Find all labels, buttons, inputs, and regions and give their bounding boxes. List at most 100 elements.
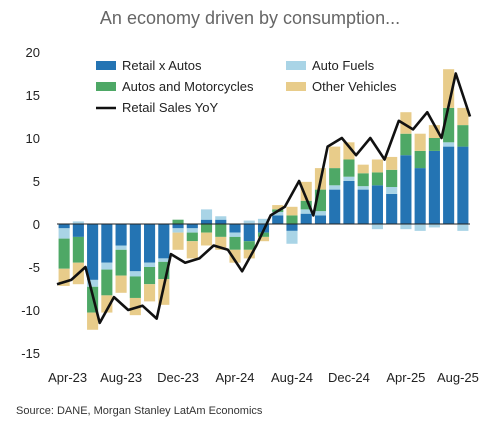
bar-segment (357, 164, 369, 174)
bar-segment (314, 215, 327, 224)
legend-swatch (96, 82, 116, 91)
y-tick-label: 0 (33, 217, 40, 232)
x-tick-label: Aug-24 (271, 370, 313, 385)
bar-segment (443, 146, 455, 224)
y-tick-label: 20 (26, 45, 40, 60)
bar-segment (343, 159, 355, 177)
bar-segment (144, 267, 156, 285)
bar-segment (87, 224, 99, 280)
bar-segment (158, 224, 170, 259)
bar-segment (457, 125, 469, 147)
y-tick-label: 10 (26, 131, 40, 146)
bar-segment (158, 258, 170, 262)
bar-segment (300, 209, 312, 214)
bar-segment (87, 312, 99, 330)
bar-segment (314, 189, 327, 212)
bar-segment (329, 146, 341, 169)
bar-segment (186, 241, 198, 259)
y-tick-label: 15 (26, 88, 40, 103)
bar-segment (357, 189, 369, 224)
bar-segment (443, 69, 455, 108)
bars-layer (58, 69, 469, 330)
bar-segment (400, 155, 412, 224)
bar-segment (357, 186, 369, 190)
bar-segment (101, 224, 113, 263)
bar-segment (115, 224, 127, 246)
bar-segment (257, 218, 270, 224)
bar-segment (371, 224, 383, 230)
bar-segment (158, 261, 170, 280)
bar-segment (286, 224, 298, 231)
bar-segment (186, 224, 198, 229)
bar-segment (129, 224, 141, 272)
bar-segment (329, 185, 341, 190)
legend: Retail x Autos Auto Fuels Autos and Motorc… (96, 58, 397, 115)
bar-segment (172, 219, 184, 224)
bar-segment (343, 181, 355, 224)
bar-segment (386, 156, 398, 170)
bar-segment (243, 241, 255, 250)
legend-swatch (96, 61, 116, 70)
bar-segment (144, 262, 156, 267)
bar-segment (186, 232, 198, 242)
bar-segment (457, 146, 469, 224)
bar-segment (243, 220, 255, 224)
bar-segment (101, 262, 113, 270)
bar-segment (414, 150, 426, 169)
bar-segment (286, 215, 298, 224)
bar-segment (428, 150, 440, 224)
legend-label: Autos and Motorcycles (122, 79, 254, 94)
bar-segment (229, 232, 241, 237)
bar-segment (172, 224, 184, 229)
bar-segment (215, 236, 227, 250)
y-tick-label: -5 (28, 260, 40, 275)
bar-segment (443, 107, 455, 143)
bar-segment (229, 249, 241, 263)
bar-segment (386, 187, 398, 194)
bar-segment (286, 206, 298, 216)
bar-segment (115, 245, 127, 250)
bar-segment (272, 205, 284, 210)
bar-segment (457, 224, 469, 231)
bar-segment (386, 169, 398, 188)
x-tick-label: Dec-24 (328, 370, 370, 385)
bar-segment (329, 189, 341, 224)
bar-segment (215, 224, 227, 237)
legend-label: Retail x Autos (122, 58, 202, 73)
source-note: Source: DANE, Morgan Stanley LatAm Econo… (16, 405, 263, 417)
bar-segment (428, 138, 440, 151)
bar-segment (343, 142, 355, 160)
bar-segment (371, 172, 383, 186)
y-axis-ticks: -15 -10 -5 0 5 10 15 20 (21, 45, 40, 361)
bar-segment (443, 142, 455, 147)
bar-segment (314, 211, 327, 216)
bar-segment (115, 249, 127, 276)
bar-segment (300, 181, 312, 201)
bar-segment (186, 228, 198, 233)
bar-segment (371, 185, 383, 224)
bar-segment (172, 232, 184, 250)
x-tick-label: Apr-24 (216, 370, 255, 385)
chart-title: An economy driven by consumption... (100, 8, 400, 28)
bar-segment (300, 200, 312, 210)
bar-segment (343, 176, 355, 181)
legend-swatch (286, 82, 306, 91)
y-tick-label: -15 (21, 346, 40, 361)
bar-segment (414, 133, 426, 151)
bar-segment (215, 219, 227, 224)
bar-segment (101, 269, 113, 296)
bar-segment (87, 279, 99, 287)
bar-segment (144, 224, 156, 263)
x-tick-label: Dec-23 (157, 370, 199, 385)
y-tick-label: 5 (33, 174, 40, 189)
bar-segment (257, 232, 270, 237)
bar-segment (200, 209, 213, 220)
x-tick-label: Apr-23 (48, 370, 87, 385)
bar-segment (58, 228, 70, 239)
bar-segment (229, 236, 241, 250)
bar-segment (400, 224, 412, 230)
bar-segment (457, 107, 469, 126)
bar-segment (144, 284, 156, 302)
legend-label: Auto Fuels (312, 58, 375, 73)
